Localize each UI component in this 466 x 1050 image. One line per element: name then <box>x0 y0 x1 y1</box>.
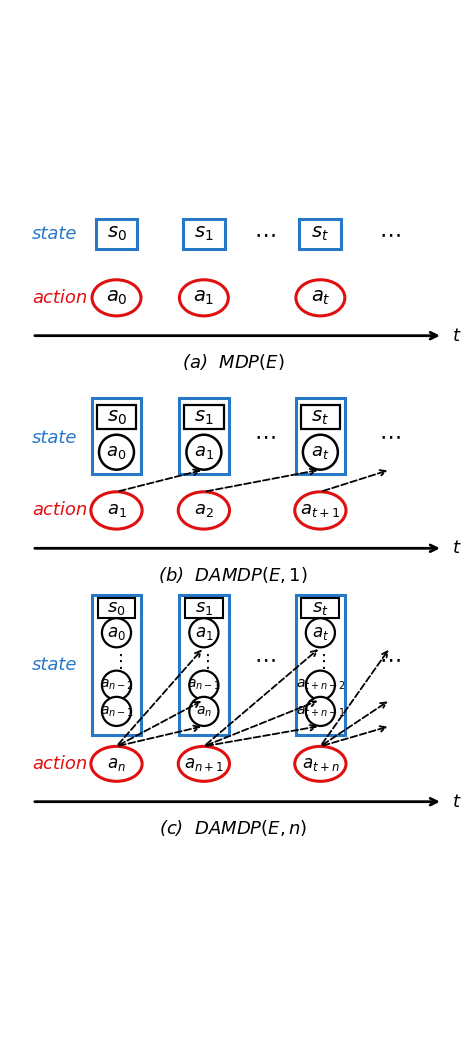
Ellipse shape <box>92 279 141 316</box>
Text: $a_0$: $a_0$ <box>106 443 127 461</box>
Text: $a_1$: $a_1$ <box>194 443 214 461</box>
Text: $a_t$: $a_t$ <box>310 289 330 308</box>
Text: $t$: $t$ <box>452 540 462 558</box>
Text: $\cdots$: $\cdots$ <box>254 649 276 669</box>
Text: $a_1$: $a_1$ <box>193 289 214 308</box>
Bar <box>299 218 341 249</box>
Text: $s_0$: $s_0$ <box>107 407 126 426</box>
Text: $s_0$: $s_0$ <box>107 225 126 244</box>
Bar <box>179 595 229 735</box>
Text: (c)  $\mathit{DAMDP}(E, n)$: (c) $\mathit{DAMDP}(E, n)$ <box>159 818 307 838</box>
Text: $a_2$: $a_2$ <box>194 502 214 520</box>
Text: state: state <box>32 656 77 674</box>
Text: $a_0$: $a_0$ <box>107 624 126 642</box>
Ellipse shape <box>178 747 229 781</box>
Text: $s_1$: $s_1$ <box>194 407 213 426</box>
Text: $\vdots$: $\vdots$ <box>198 652 210 671</box>
Text: $a_{n+1}$: $a_{n+1}$ <box>184 755 224 773</box>
Text: $\vdots$: $\vdots$ <box>110 652 123 671</box>
Text: $a_n$: $a_n$ <box>196 705 212 718</box>
Ellipse shape <box>295 747 346 781</box>
Text: $a_{n-1}$: $a_{n-1}$ <box>187 678 221 692</box>
Circle shape <box>186 435 221 469</box>
Circle shape <box>99 435 134 469</box>
Text: action: action <box>32 289 87 307</box>
Bar <box>295 595 345 735</box>
Circle shape <box>102 618 131 647</box>
Ellipse shape <box>179 279 228 316</box>
Text: $a_1$: $a_1$ <box>107 502 126 520</box>
Text: $a_n$: $a_n$ <box>107 755 126 773</box>
Text: $\vdots$: $\vdots$ <box>315 652 326 671</box>
Bar <box>184 405 224 429</box>
Bar <box>302 597 339 617</box>
Text: $s_1$: $s_1$ <box>194 225 213 244</box>
Text: $s_t$: $s_t$ <box>311 407 329 426</box>
Text: $a_{n-2}$: $a_{n-2}$ <box>100 678 133 692</box>
Circle shape <box>306 697 335 726</box>
Text: $a_1$: $a_1$ <box>195 624 213 642</box>
Bar <box>92 595 141 735</box>
Bar <box>185 597 223 617</box>
Circle shape <box>189 697 219 726</box>
Bar <box>183 218 225 249</box>
Text: $a_{t+n-2}$: $a_{t+n-2}$ <box>295 678 345 692</box>
Text: $\cdots$: $\cdots$ <box>254 426 276 446</box>
Bar <box>96 218 137 249</box>
Text: $a_t$: $a_t$ <box>312 624 329 642</box>
Ellipse shape <box>296 279 345 316</box>
Text: $\cdots$: $\cdots$ <box>379 224 401 244</box>
Ellipse shape <box>91 491 142 529</box>
Text: $a_{t+n-1}$: $a_{t+n-1}$ <box>295 705 345 718</box>
Text: state: state <box>32 428 77 446</box>
Circle shape <box>303 435 338 469</box>
Text: $s_0$: $s_0$ <box>107 598 126 616</box>
Text: $a_{n-1}$: $a_{n-1}$ <box>100 705 133 718</box>
Circle shape <box>102 697 131 726</box>
Circle shape <box>102 671 131 699</box>
Text: $a_{t+n}$: $a_{t+n}$ <box>302 755 339 773</box>
Text: $\cdots$: $\cdots$ <box>379 649 401 669</box>
Text: $s_t$: $s_t$ <box>311 225 329 244</box>
Ellipse shape <box>178 491 229 529</box>
Text: $t$: $t$ <box>452 327 462 344</box>
Text: $t$: $t$ <box>452 793 462 811</box>
Bar <box>92 398 141 474</box>
Bar <box>97 405 137 429</box>
Text: $a_{t+1}$: $a_{t+1}$ <box>300 502 341 520</box>
Text: (b)  $\mathit{DAMDP}(E, 1)$: (b) $\mathit{DAMDP}(E, 1)$ <box>158 565 308 585</box>
Bar <box>97 597 136 617</box>
Text: $s_1$: $s_1$ <box>195 598 213 616</box>
Text: state: state <box>32 225 77 243</box>
Ellipse shape <box>91 747 142 781</box>
Circle shape <box>306 618 335 647</box>
Text: $\cdots$: $\cdots$ <box>379 426 401 446</box>
Text: $a_t$: $a_t$ <box>311 443 329 461</box>
Circle shape <box>189 671 219 699</box>
Text: $s_t$: $s_t$ <box>312 598 329 616</box>
Circle shape <box>306 671 335 699</box>
Ellipse shape <box>295 491 346 529</box>
Text: action: action <box>32 502 87 520</box>
Bar <box>301 405 340 429</box>
Text: (a)  $\mathit{MDP}(E)$: (a) $\mathit{MDP}(E)$ <box>182 352 284 372</box>
Text: action: action <box>32 755 87 773</box>
Bar <box>179 398 229 474</box>
Bar <box>295 398 345 474</box>
Circle shape <box>189 618 219 647</box>
Text: $\cdots$: $\cdots$ <box>254 224 276 244</box>
Text: $a_0$: $a_0$ <box>106 289 127 308</box>
